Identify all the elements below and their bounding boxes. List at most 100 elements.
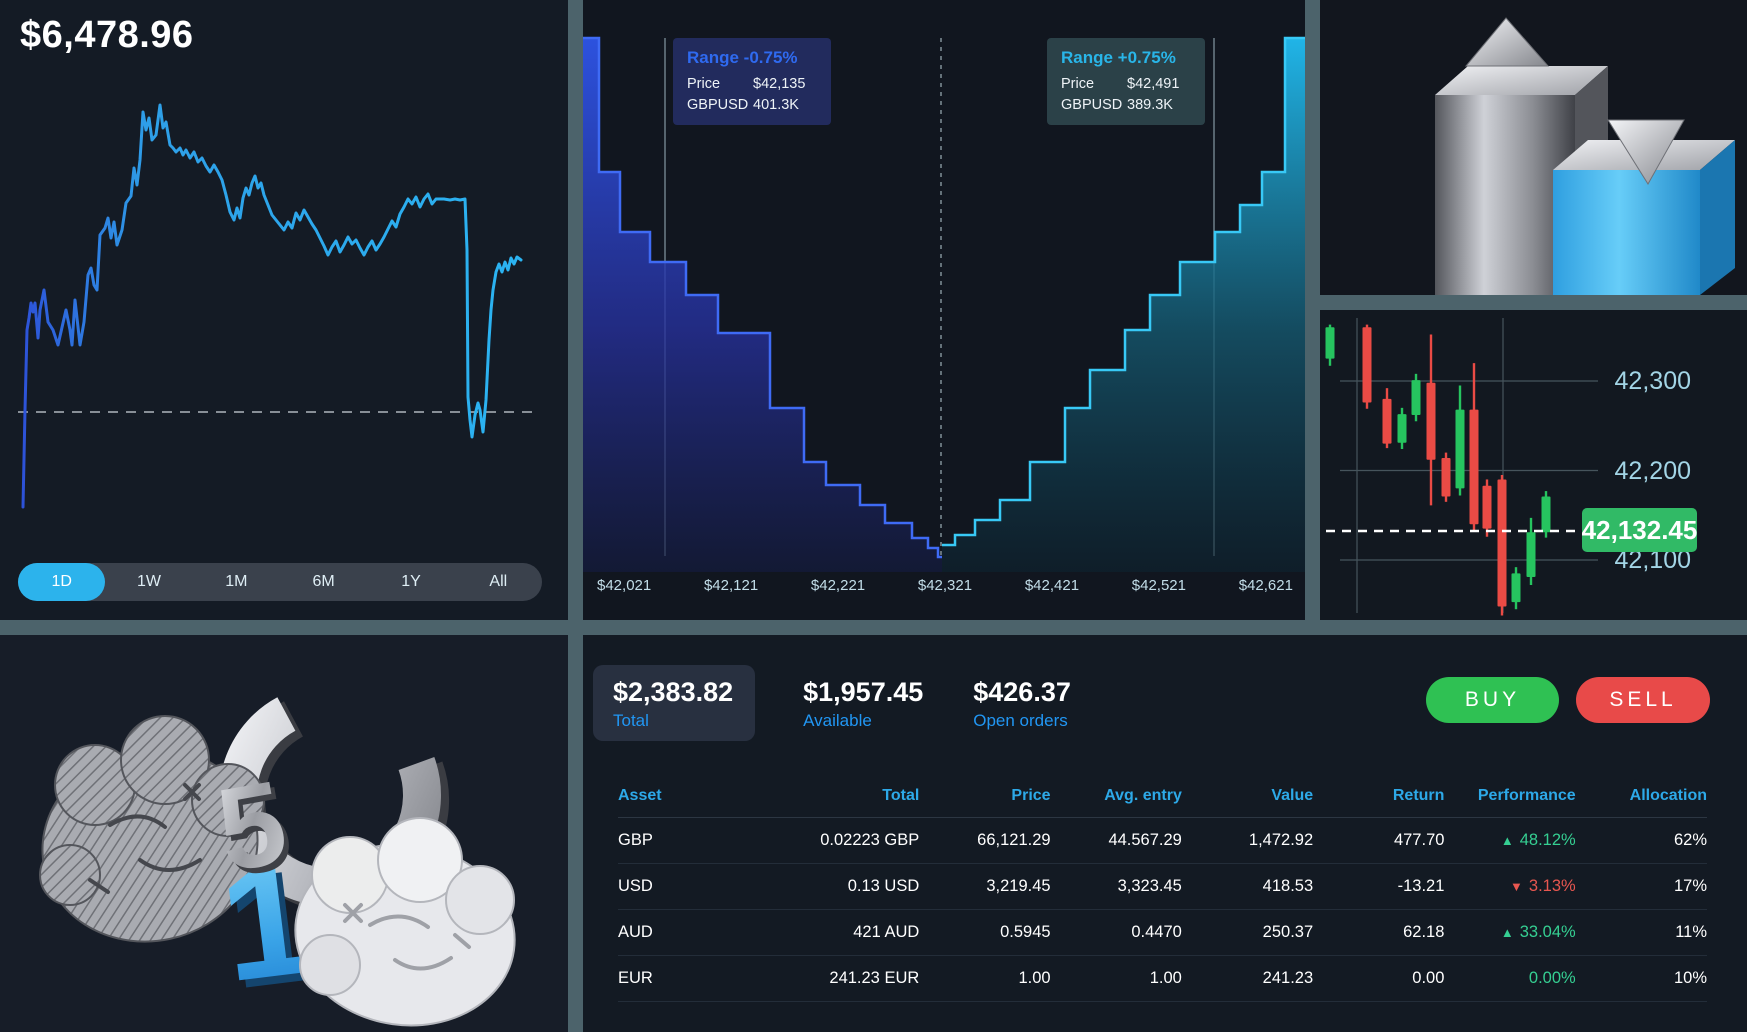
depth-x-axis: $42,021 $42,121 $42,221 $42,321 $42,421 … xyxy=(583,577,1305,594)
candle-body xyxy=(1497,479,1507,607)
x-tick: $42,121 xyxy=(703,577,759,594)
candle-body xyxy=(1411,380,1421,416)
horizontal-divider-main xyxy=(0,620,1747,635)
value-cell: 241.23 xyxy=(1262,969,1314,987)
y-axis-label: 42,200 xyxy=(1614,456,1691,485)
candle-body xyxy=(1426,382,1436,460)
bar-sculpture-panel xyxy=(1320,0,1747,295)
buy-button[interactable]: BUY xyxy=(1426,677,1559,723)
col-value: Value xyxy=(1271,787,1314,804)
x-tick: $42,321 xyxy=(917,577,973,594)
table-header-row: Asset Total Price Avg. entry Value Retur… xyxy=(618,775,1707,818)
candle-body xyxy=(1541,496,1551,533)
open-orders-value: $426.37 xyxy=(973,677,1071,707)
total-cell: 0.13 USD xyxy=(847,877,920,895)
value-cell: 1,472.92 xyxy=(1248,831,1314,849)
available-label: Available xyxy=(803,711,872,730)
sell-button[interactable]: SELL xyxy=(1576,677,1710,723)
allocation-cell: 11% xyxy=(1675,923,1707,941)
avg-entry-cell: 44.567.29 xyxy=(1108,831,1182,849)
range-1m[interactable]: 1M xyxy=(225,573,248,590)
col-total: Total xyxy=(882,787,920,804)
bid-range-tooltip: Range -0.75% Price $42,135 GBPUSD 401.3K xyxy=(673,38,831,125)
col-price: Price xyxy=(1011,787,1051,804)
candle-body xyxy=(1397,414,1407,443)
allocation-cell: 10% xyxy=(1673,969,1707,987)
asset-cell: AUD xyxy=(618,923,653,941)
candlestick-panel: 42,300 42,200 42,100 42,132.45 xyxy=(1320,310,1747,620)
asset-cell: EUR xyxy=(618,969,653,987)
table-row-usd[interactable]: USD 0.13 USD 3,219.45 3,323.45 418.53 -13.21 ▼… xyxy=(618,864,1707,910)
bar-sculpture-illustration xyxy=(1435,17,1735,295)
value-cell: 250.37 xyxy=(1262,923,1314,941)
bid-volume-value: 401.3K xyxy=(753,97,799,113)
table-row-gbp[interactable]: GBP 0.02223 GBP 66,121.29 44.567.29 1,472.92… xyxy=(618,818,1707,864)
vertical-divider-right xyxy=(1305,0,1320,635)
candle-body xyxy=(1482,485,1492,529)
bid-price-label: Price xyxy=(687,76,721,92)
allocation-cell: 62% xyxy=(1673,831,1707,849)
asset-cell: USD xyxy=(618,877,653,895)
numbers-illustration: 12 12 5 5 4 4 xyxy=(39,684,516,1027)
table-row-aud[interactable]: AUD 421 AUD 0.5945 0.4470 250.37 62.18 ▲ 33.04%… xyxy=(618,910,1707,956)
current-price-badge: 42,132.45 xyxy=(1582,508,1697,552)
range-all[interactable]: All xyxy=(489,573,508,590)
candle-body xyxy=(1455,409,1465,489)
available-value: $1,957.45 xyxy=(803,677,924,707)
price-cell: 1.00 xyxy=(1018,969,1051,987)
range-1y[interactable]: 1Y xyxy=(401,573,421,590)
ask-tooltip-title: Range +0.75% xyxy=(1061,48,1176,67)
candle-body xyxy=(1325,327,1335,359)
col-performance: Performance xyxy=(1477,787,1576,804)
x-tick: $42,421 xyxy=(1024,577,1080,594)
value-cell: 418.53 xyxy=(1262,877,1314,895)
price-cell: 0.5945 xyxy=(1000,923,1051,941)
horizontal-divider-right xyxy=(1305,295,1747,310)
bid-price-value: $42,135 xyxy=(753,76,806,92)
asset-cell: GBP xyxy=(618,831,653,849)
range-1w[interactable]: 1W xyxy=(136,573,161,590)
vertical-divider-left xyxy=(568,0,583,1032)
bid-depth-area xyxy=(583,38,942,572)
allocation-cell: 17% xyxy=(1673,877,1707,895)
col-asset: Asset xyxy=(618,787,662,804)
performance-cell: ▼ 3.13% xyxy=(1510,877,1576,895)
range-6m[interactable]: 6M xyxy=(312,573,335,590)
hatched-blob-left xyxy=(39,715,265,943)
return-cell: 62.18 xyxy=(1403,923,1445,941)
down-triangle-icon: ▼ xyxy=(1510,879,1523,894)
bid-volume-label: GBPUSD xyxy=(687,97,749,113)
open-orders-label: Open orders xyxy=(973,711,1068,730)
col-avg-entry: Avg. entry xyxy=(1104,787,1182,804)
avg-entry-cell: 1.00 xyxy=(1149,969,1182,987)
return-cell: 0.00 xyxy=(1412,969,1445,987)
ask-range-tooltip: Range +0.75% Price $42,491 GBPUSD 389.3K xyxy=(1047,38,1205,125)
x-tick: $42,521 xyxy=(1131,577,1186,594)
silver-pillar xyxy=(1435,17,1608,295)
range-1d[interactable]: 1D xyxy=(18,563,106,601)
x-tick: $42,021 xyxy=(597,577,652,594)
stat-total: $2,383.82 Total xyxy=(593,665,756,741)
balance-value: $6,478.96 xyxy=(20,14,194,56)
col-allocation: Allocation xyxy=(1629,787,1707,804)
y-axis-label: 42,300 xyxy=(1614,367,1691,395)
total-cell: 241.23 EUR xyxy=(829,969,920,987)
up-triangle-icon: ▲ xyxy=(1500,925,1514,940)
total-value: $2,383.82 xyxy=(613,677,734,707)
ask-volume-label: GBPUSD xyxy=(1061,97,1123,113)
price-cell: 3,219.45 xyxy=(986,877,1051,895)
total-cell: 421 AUD xyxy=(853,923,920,941)
price-cell: 66,121.29 xyxy=(977,831,1051,849)
candle-body xyxy=(1526,532,1536,578)
table-row-eur[interactable]: EUR 241.23 EUR 1.00 1.00 241.23 0.00 0.00% 10% xyxy=(618,956,1707,1002)
return-cell: -13.21 xyxy=(1397,877,1445,895)
avg-entry-cell: 0.4470 xyxy=(1131,923,1182,941)
portfolio-chart-panel: $6,478.96 1D 1W 1M 6M 1Y All xyxy=(0,0,568,620)
return-cell: 477.70 xyxy=(1393,831,1445,849)
stat-available: $1,957.45 Available xyxy=(801,665,925,743)
candle-body xyxy=(1469,409,1479,525)
depth-chart-panel: Range -0.75% Price $42,135 GBPUSD 401.3K… xyxy=(583,0,1305,620)
col-return: Return xyxy=(1392,787,1445,804)
ask-price-label: Price xyxy=(1061,76,1095,92)
stat-open-orders: $426.37 Open orders xyxy=(971,665,1073,743)
